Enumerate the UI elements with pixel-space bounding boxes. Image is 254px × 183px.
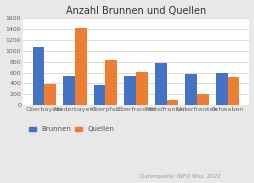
Bar: [124, 76, 135, 105]
Bar: [196, 94, 208, 105]
Title: Anzahl Brunnen und Quellen: Anzahl Brunnen und Quellen: [66, 5, 205, 16]
Bar: [227, 77, 238, 105]
Bar: [185, 74, 196, 105]
Bar: [44, 84, 56, 105]
Bar: [93, 85, 105, 105]
Bar: [63, 76, 75, 105]
Legend: Brunnen, Quellen: Brunnen, Quellen: [26, 124, 116, 135]
Bar: [75, 28, 86, 105]
Bar: [154, 63, 166, 105]
Bar: [105, 60, 117, 105]
Bar: [215, 73, 227, 105]
Text: Datenquelle: INFO Wss. 2022: Datenquelle: INFO Wss. 2022: [140, 174, 220, 179]
Bar: [33, 46, 44, 105]
Bar: [135, 72, 147, 105]
Bar: [166, 100, 177, 105]
